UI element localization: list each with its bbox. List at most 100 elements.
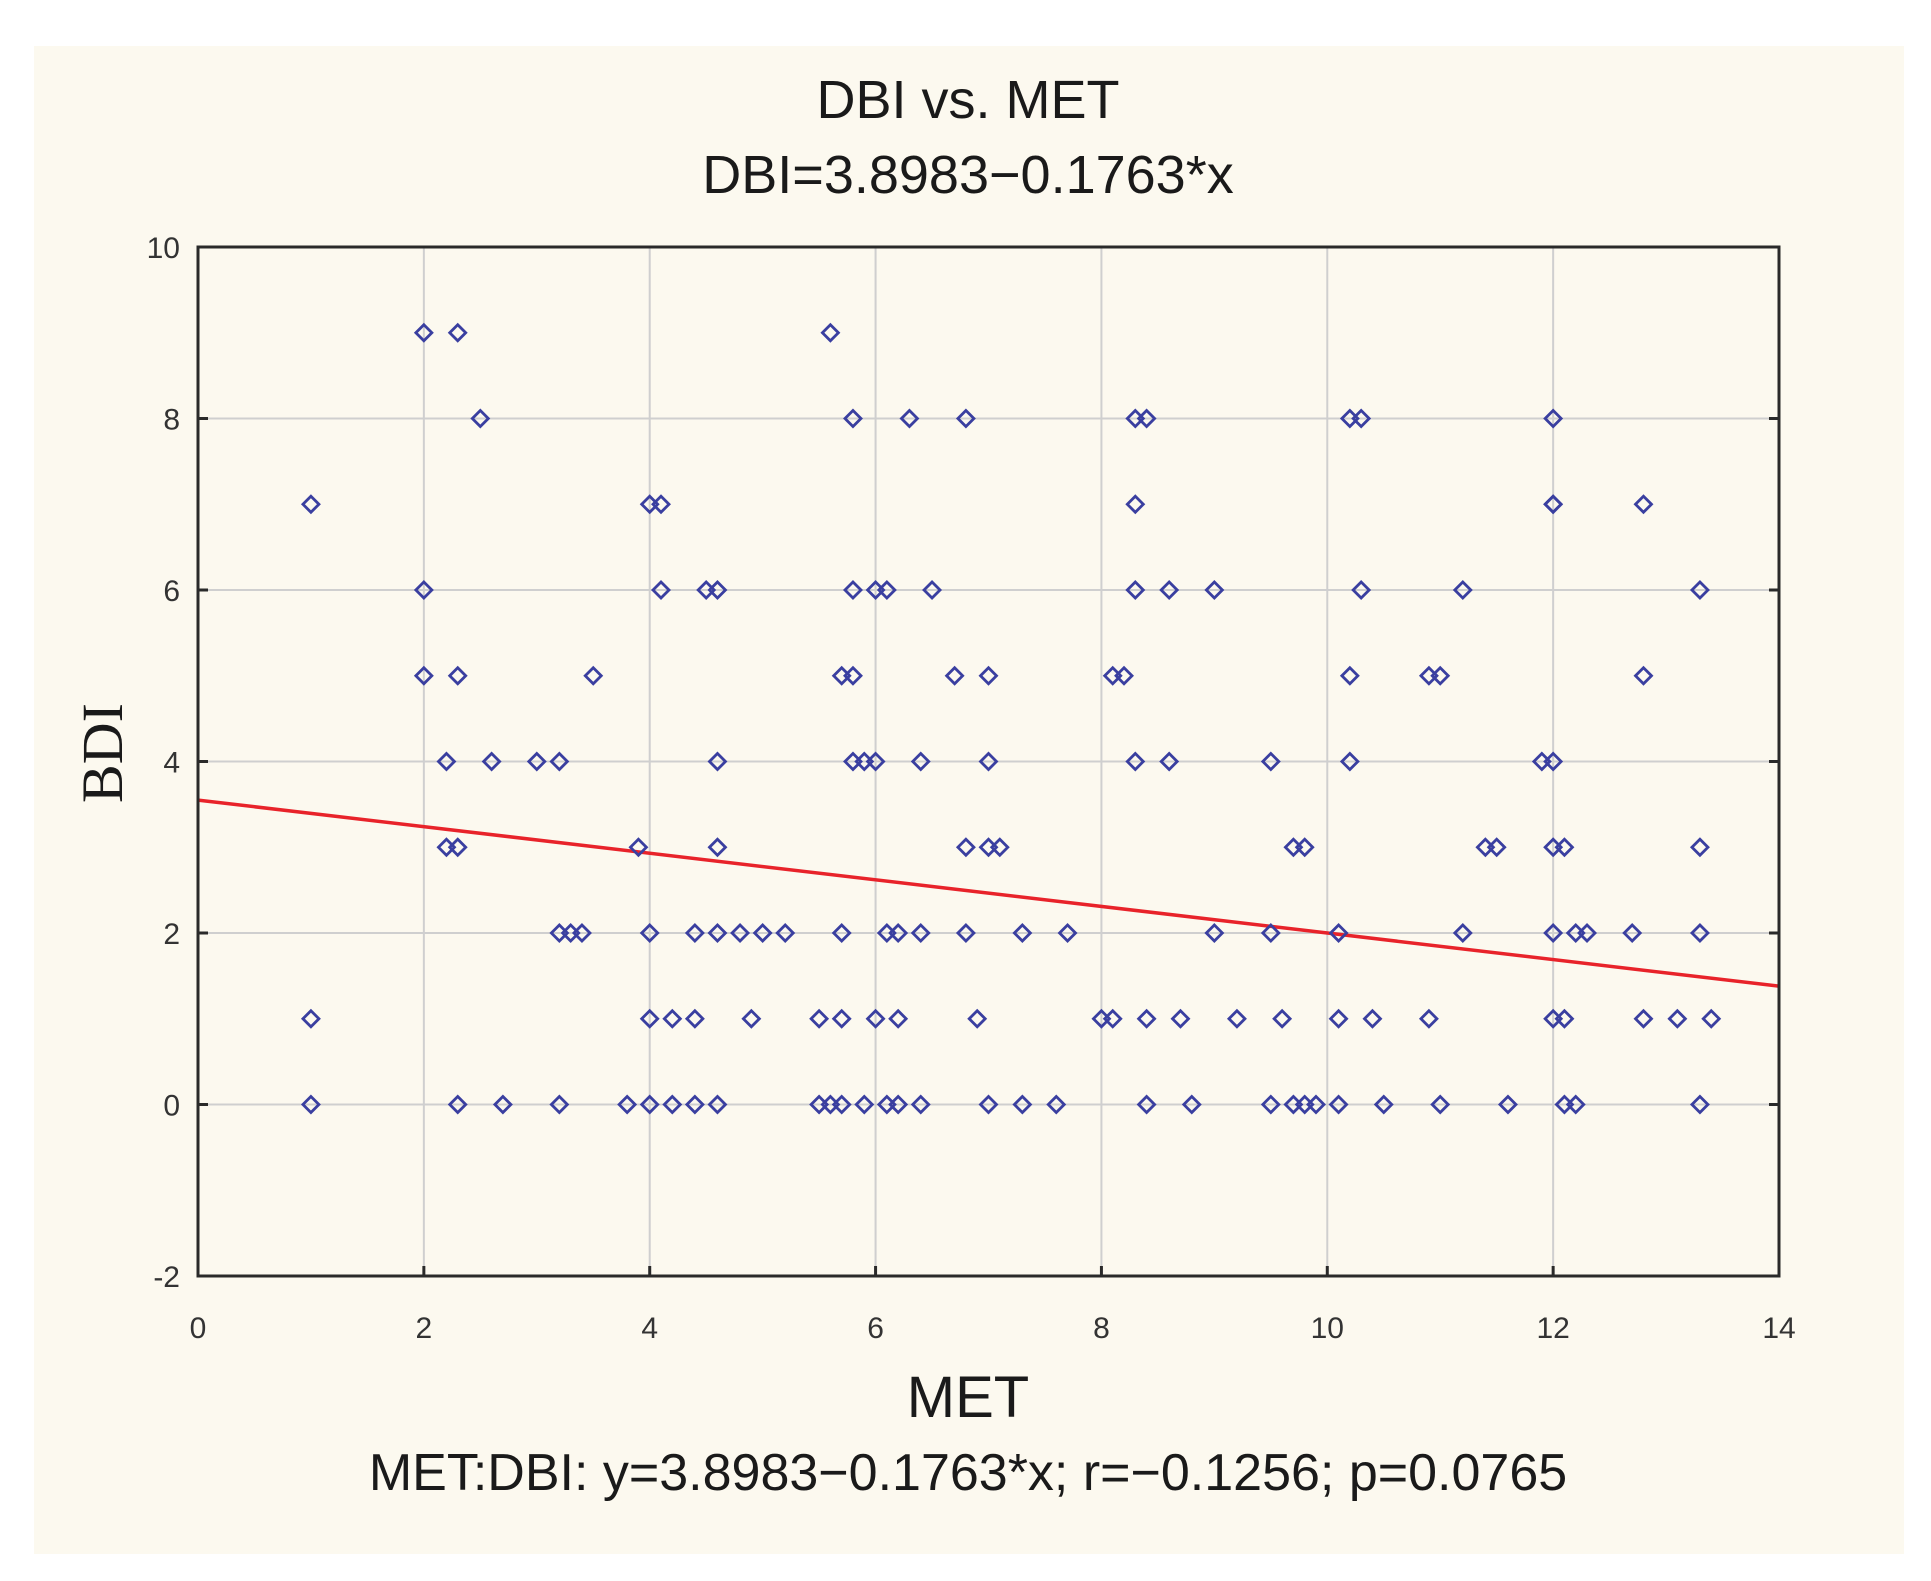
y-tick-label: 6 <box>163 575 180 608</box>
data-point <box>707 923 728 943</box>
data-point <box>481 751 502 772</box>
data-point <box>707 837 728 858</box>
data-point <box>447 837 468 858</box>
data-point <box>1260 751 1281 772</box>
data-point <box>1102 665 1123 686</box>
data-point <box>684 923 705 943</box>
data-point <box>1260 923 1281 943</box>
data-point <box>583 665 604 686</box>
data-point <box>651 494 671 515</box>
data-point <box>1102 1008 1123 1029</box>
data-point <box>944 665 965 686</box>
data-point <box>447 1094 468 1115</box>
x-tick-label: 0 <box>190 1312 207 1345</box>
data-point <box>651 580 671 600</box>
data-point <box>1046 1094 1067 1115</box>
data-point <box>549 751 570 772</box>
data-point <box>831 665 852 686</box>
data-point <box>876 580 897 600</box>
data-point <box>820 322 841 343</box>
data-point <box>1452 923 1473 943</box>
data-point <box>1667 1008 1688 1029</box>
data-point <box>730 923 751 943</box>
data-point <box>955 837 976 858</box>
data-point <box>1565 1094 1586 1115</box>
y-tick-label: 4 <box>163 747 180 780</box>
data-point <box>1170 1008 1191 1029</box>
data-point <box>492 1094 513 1115</box>
data-point <box>1633 665 1654 686</box>
data-point <box>1633 1008 1654 1029</box>
data-point <box>549 1094 570 1115</box>
data-point <box>1328 1094 1349 1115</box>
data-point <box>978 751 999 772</box>
data-point <box>436 751 457 772</box>
data-point <box>1136 408 1157 429</box>
x-axis-label: MET <box>907 1365 1029 1430</box>
chart-panel <box>34 46 1904 1554</box>
data-point <box>300 1008 321 1029</box>
data-point <box>1159 580 1180 600</box>
data-point <box>843 408 863 429</box>
x-tick-label: 8 <box>1093 1312 1110 1345</box>
data-point <box>413 665 434 686</box>
data-point <box>922 580 943 600</box>
data-point <box>888 1094 909 1115</box>
data-point <box>1418 665 1439 686</box>
data-point <box>888 1008 909 1029</box>
data-point <box>436 837 457 858</box>
data-point <box>1633 494 1654 515</box>
data-point <box>752 923 773 943</box>
x-tick-label: 2 <box>416 1312 433 1345</box>
data-point <box>617 1094 638 1115</box>
data-point <box>978 1094 999 1115</box>
data-point <box>639 1094 660 1115</box>
data-point <box>1622 923 1643 943</box>
data-point <box>1543 923 1564 943</box>
data-point <box>526 751 547 772</box>
data-point <box>447 322 468 343</box>
x-tick-label: 4 <box>641 1312 658 1345</box>
data-point <box>707 580 728 600</box>
data-point <box>1362 1008 1383 1029</box>
data-point <box>662 1008 683 1029</box>
x-tick-label: 14 <box>1762 1312 1795 1345</box>
data-point <box>854 1094 875 1115</box>
data-point <box>300 1094 321 1115</box>
data-point <box>1226 1008 1247 1029</box>
data-point <box>1136 1094 1157 1115</box>
data-point <box>628 837 649 858</box>
data-point <box>1283 837 1304 858</box>
data-point <box>989 837 1010 858</box>
data-point <box>843 580 863 600</box>
regression-line <box>197 798 1780 988</box>
data-point <box>865 751 886 772</box>
data-point <box>1452 580 1473 600</box>
data-point <box>910 923 931 943</box>
data-point <box>1701 1008 1722 1029</box>
data-point <box>1328 923 1349 943</box>
x-tick-label: 6 <box>867 1312 884 1345</box>
data-point <box>1497 1094 1518 1115</box>
regression-footer: MET:DBI: y=3.8983−0.1763*x; r=−0.1256; p… <box>369 1444 1567 1502</box>
data-point <box>1125 580 1146 600</box>
data-point <box>470 408 491 429</box>
y-tick-label: -2 <box>153 1261 180 1294</box>
data-point <box>910 1094 931 1115</box>
data-point <box>1430 1094 1451 1115</box>
data-point <box>447 665 468 686</box>
data-point <box>413 580 434 600</box>
data-point <box>1689 580 1710 600</box>
chart-subtitle: DBI=3.8983−0.1763*x <box>702 145 1233 205</box>
data-point <box>1272 1008 1293 1029</box>
data-point <box>831 1008 852 1029</box>
data-point <box>978 665 999 686</box>
data-point <box>1554 1008 1575 1029</box>
data-point <box>888 923 909 943</box>
data-point <box>1204 923 1225 943</box>
data-point <box>1339 665 1360 686</box>
data-point <box>1351 580 1372 600</box>
y-tick-label: 2 <box>163 918 180 951</box>
data-point <box>955 408 976 429</box>
